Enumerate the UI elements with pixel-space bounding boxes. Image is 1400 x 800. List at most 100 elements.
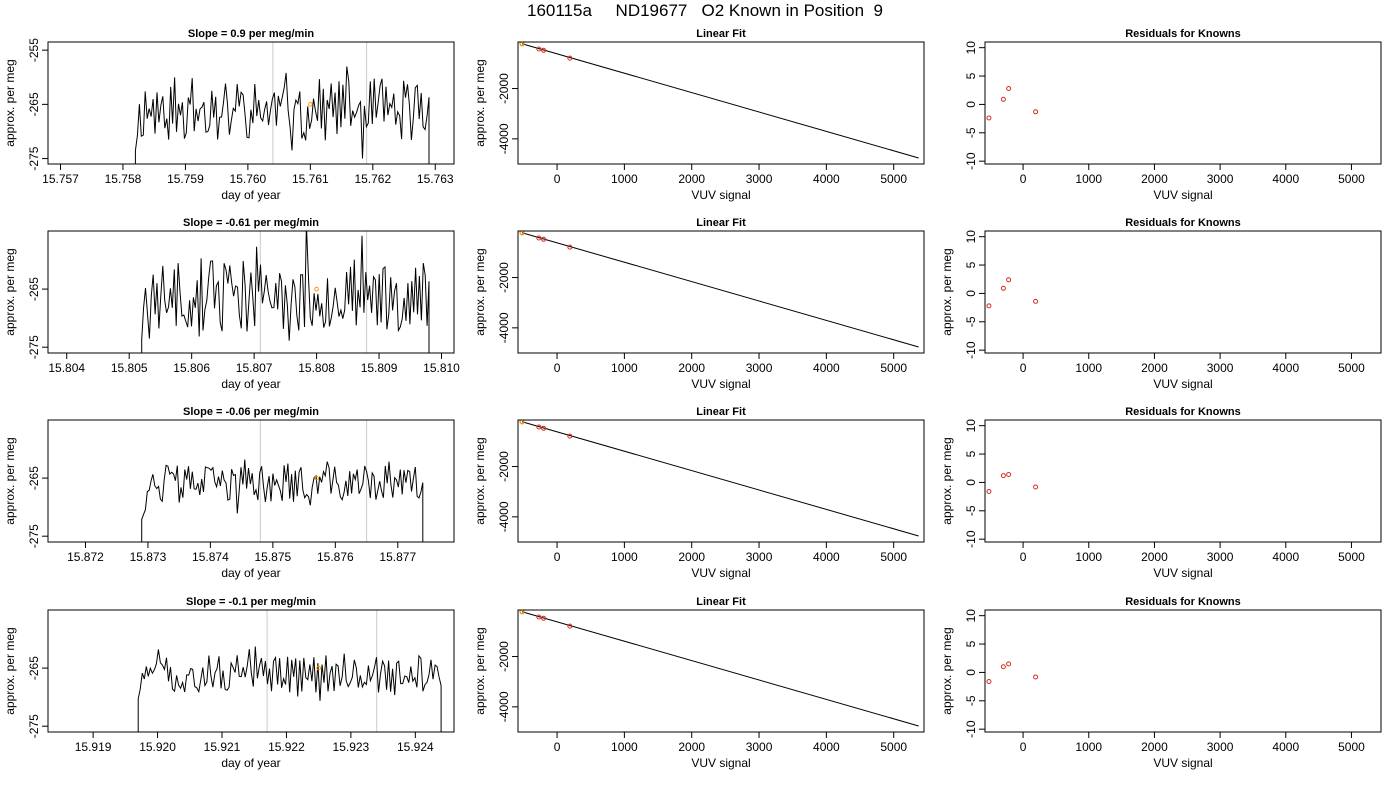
- y-axis-label: approx. per meg: [940, 437, 954, 524]
- y-tick-label: 0: [964, 290, 978, 297]
- panel-3-2: Linear Fit 0 1000 2000 3000 4000 5000 -2000 -400…: [473, 406, 925, 580]
- plot-frame: [984, 609, 1382, 733]
- x-tick-label: 15.806: [173, 361, 210, 375]
- x-tick-label: 5000: [880, 740, 907, 754]
- panel-4-2: Linear Fit 0 1000 2000 3000 4000 5000 -2000 -400…: [473, 596, 925, 770]
- known-point: [567, 55, 573, 61]
- y-tick-label: -4000: [497, 691, 511, 722]
- fit-line: [521, 611, 919, 727]
- y-axis-label: approx. per meg: [473, 248, 487, 335]
- x-tick-label: 15.804: [48, 361, 85, 375]
- panel-title: Residuals for Knowns: [1125, 406, 1241, 418]
- y-tick-label: -275: [27, 714, 41, 738]
- residual-point: [986, 303, 992, 309]
- residual-point: [1000, 473, 1006, 479]
- x-tick-label: 2000: [678, 740, 705, 754]
- y-tick-label: -5: [964, 505, 978, 516]
- x-tick-label: 1000: [611, 740, 638, 754]
- panel-2-3: Residuals for Knowns 0 1000 2000 3000 4000 500…: [940, 217, 1382, 391]
- panel-title: Slope = -0.1 per meg/min: [186, 596, 316, 608]
- x-tick-label: 2000: [1141, 361, 1168, 375]
- known-point: [541, 425, 547, 431]
- x-tick-label: 2000: [1141, 550, 1168, 564]
- plot-area: [986, 661, 1039, 684]
- x-tick-label: 5000: [1338, 550, 1365, 564]
- panel-title: Residuals for Knowns: [1125, 596, 1241, 608]
- panel-3-1: Slope = -0.06 per meg/min 15.872 15.873 15.…: [3, 406, 455, 580]
- panel-1-1: Slope = 0.9 per meg/min 15.757 15.758 15.75…: [3, 28, 455, 202]
- plot-frame: [47, 41, 455, 165]
- y-tick-label: -275: [27, 146, 41, 170]
- x-axis-label: day of year: [221, 756, 280, 770]
- panel-title: Linear Fit: [696, 596, 746, 608]
- x-tick-label: 15.757: [42, 172, 79, 186]
- y-tick-label: -2000: [497, 641, 511, 672]
- current-point: [519, 231, 525, 236]
- y-tick-label: -265: [27, 656, 41, 680]
- x-axis-label: VUV signal: [691, 377, 750, 391]
- residual-point: [1006, 661, 1012, 667]
- panel-4-3: Residuals for Knowns 0 1000 2000 3000 4000 500…: [940, 596, 1382, 770]
- x-tick-label: 15.919: [75, 740, 112, 754]
- y-tick-label: 10: [964, 419, 978, 433]
- x-tick-label: 1000: [1075, 172, 1102, 186]
- x-axis-label: day of year: [221, 188, 280, 202]
- residual-point: [986, 678, 992, 684]
- y-axis-label: approx. per meg: [473, 59, 487, 146]
- y-tick-label: 0: [964, 479, 978, 486]
- x-axis-label: VUV signal: [1153, 566, 1212, 580]
- x-tick-label: 15.873: [130, 550, 167, 564]
- figure-title: 160115a ND19677 O2 Known in Position 9: [527, 1, 883, 20]
- known-point: [536, 424, 542, 430]
- x-tick-label: 15.924: [397, 740, 434, 754]
- series-line: [134, 66, 430, 164]
- known-point: [536, 46, 542, 52]
- y-tick-label: -4000: [497, 312, 511, 343]
- x-tick-label: 15.810: [423, 361, 460, 375]
- y-tick-label: -275: [27, 524, 41, 548]
- x-tick-label: 15.763: [417, 172, 454, 186]
- x-tick-label: 15.921: [204, 740, 241, 754]
- plot-frame: [984, 41, 1382, 165]
- known-point: [541, 615, 547, 621]
- y-tick-label: -265: [27, 466, 41, 490]
- y-axis-label: approx. per meg: [3, 437, 17, 524]
- x-tick-label: 1000: [611, 550, 638, 564]
- plot-area: [986, 471, 1039, 494]
- x-tick-label: 0: [554, 550, 561, 564]
- plot-frame: [517, 230, 925, 354]
- x-axis-label: day of year: [221, 566, 280, 580]
- panel-2-1: Slope = -0.61 per meg/min 15.804 15.805 15.…: [3, 217, 460, 391]
- plot-area: [519, 42, 919, 159]
- x-tick-label: 15.762: [354, 172, 391, 186]
- y-tick-label: -5: [964, 127, 978, 138]
- x-tick-label: 4000: [813, 550, 840, 564]
- plot-area: [134, 42, 430, 164]
- x-tick-label: 15.920: [139, 740, 176, 754]
- known-point: [567, 623, 573, 629]
- y-tick-label: 0: [964, 669, 978, 676]
- x-tick-label: 4000: [1272, 550, 1299, 564]
- panel-1-3: Residuals for Knowns 0 1000 2000 3000 4000 500…: [964, 28, 1382, 202]
- known-point: [567, 433, 573, 439]
- plot-frame: [984, 230, 1382, 354]
- current-point: [314, 286, 319, 292]
- x-tick-label: 0: [554, 172, 561, 186]
- panel-3-3: Residuals for Knowns 0 1000 2000 3000 4000 500…: [940, 406, 1382, 580]
- x-tick-label: 5000: [1338, 740, 1365, 754]
- plot-area: [137, 610, 442, 732]
- known-point: [541, 236, 547, 242]
- x-tick-label: 1000: [1075, 361, 1102, 375]
- y-tick-label: -265: [27, 92, 41, 116]
- x-tick-label: 15.761: [292, 172, 329, 186]
- plot-area: [141, 231, 430, 353]
- residual-point: [1006, 86, 1012, 92]
- y-axis-label: approx. per meg: [3, 59, 17, 146]
- y-tick-label: 5: [964, 640, 978, 647]
- y-tick-label: -255: [27, 38, 41, 62]
- y-tick-label: -4000: [497, 501, 511, 532]
- y-tick-label: -2000: [497, 262, 511, 293]
- y-tick-label: 5: [964, 72, 978, 79]
